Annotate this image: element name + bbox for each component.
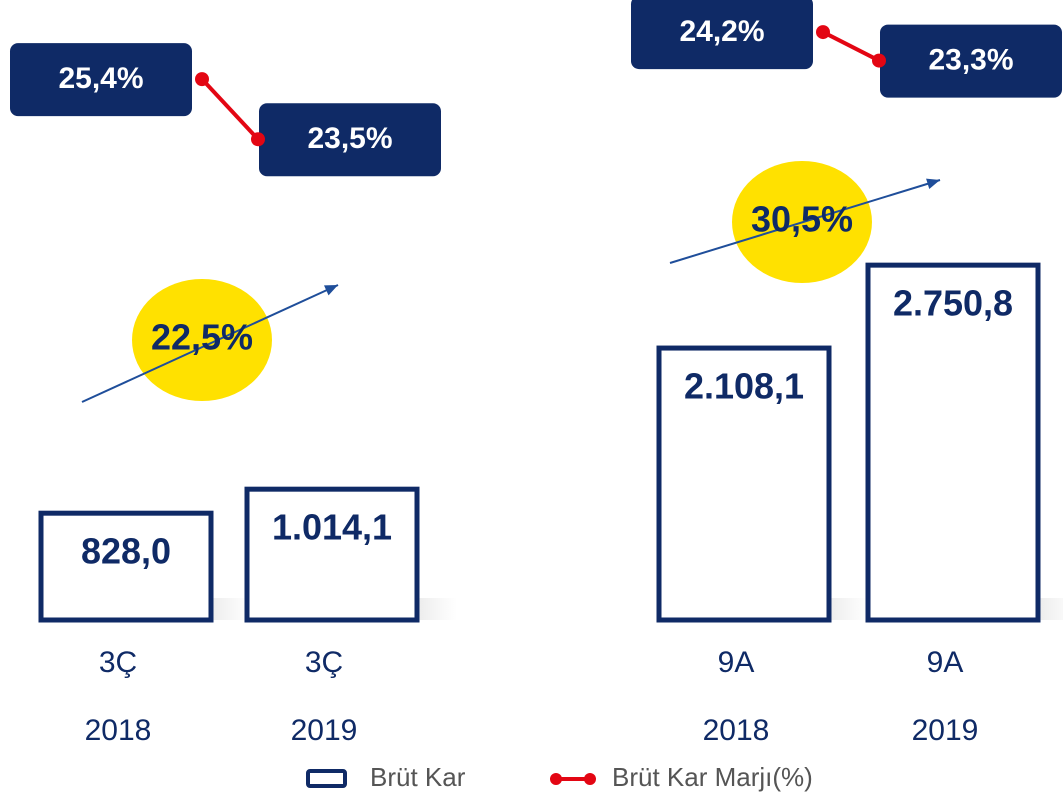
margin-line [822, 30, 880, 63]
x-tick-label: 9A [718, 646, 755, 679]
legend-label: Brüt Kar [370, 762, 466, 792]
growth-arrow [81, 284, 339, 403]
margin-label: 23,3% [928, 43, 1013, 76]
margin-label-box [631, 0, 813, 70]
legend-swatch [584, 773, 596, 785]
legend-swatch [550, 773, 562, 785]
margin-label: 23,5% [307, 122, 392, 155]
growth-arrow [669, 179, 941, 264]
margin-label-box [259, 103, 441, 177]
legend-label: Brüt Kar Marjı(%) [612, 762, 813, 792]
margin-point [251, 132, 265, 147]
bar-value-label: 828,0 [81, 531, 171, 572]
bar [865, 262, 1041, 623]
bar-value-label: 2.750,8 [893, 283, 1013, 324]
growth-label: 30,5% [751, 199, 853, 240]
arrow-head [324, 285, 338, 296]
margin-label: 24,2% [679, 15, 764, 48]
margin-point [872, 53, 886, 68]
arrow-head [926, 178, 940, 190]
margin-point [816, 25, 830, 40]
margin-point [195, 72, 209, 87]
x-tick-label: 3Ç [99, 646, 137, 679]
x-tick-label: 3Ç [305, 646, 343, 679]
x-tick-label: 2018 [703, 714, 770, 747]
growth-badge [132, 279, 272, 401]
x-tick-label: 2018 [85, 714, 152, 747]
bar [656, 345, 832, 623]
bar-value-label: 2.108,1 [684, 366, 804, 407]
x-tick-label: 2019 [912, 714, 979, 747]
x-tick-label: 2019 [291, 714, 358, 747]
margin-label-box [10, 43, 192, 117]
bar [38, 510, 214, 623]
bar [244, 486, 420, 623]
bar-value-label: 1.014,1 [272, 507, 392, 548]
growth-label: 22,5% [151, 317, 253, 358]
margin-label: 25,4% [58, 62, 143, 95]
x-tick-label: 9A [927, 646, 964, 679]
margin-line [200, 77, 260, 141]
legend-swatch [306, 769, 347, 788]
margin-label-box [880, 24, 1062, 98]
